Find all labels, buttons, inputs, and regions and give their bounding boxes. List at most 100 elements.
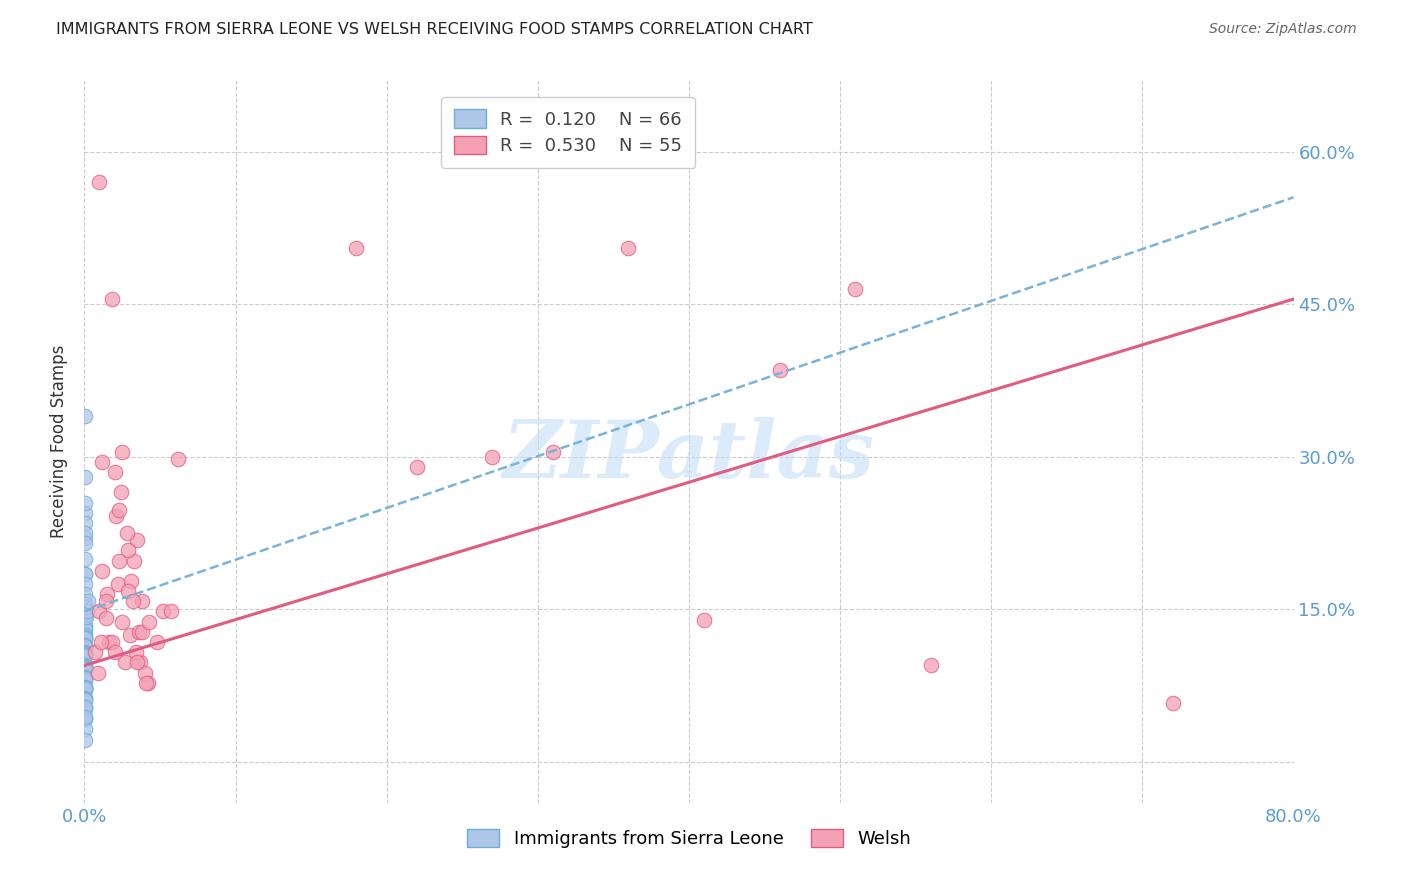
Point xyxy=(73,659,96,673)
Point xyxy=(73,577,96,591)
Point xyxy=(138,615,160,629)
Point xyxy=(73,617,96,632)
Point xyxy=(75,700,97,714)
Point xyxy=(125,645,148,659)
Point xyxy=(84,645,107,659)
Y-axis label: Receiving Food Stamps: Receiving Food Stamps xyxy=(51,345,69,538)
Point xyxy=(121,594,143,608)
Point xyxy=(73,506,96,520)
Point xyxy=(73,551,96,566)
Point xyxy=(91,455,114,469)
Point xyxy=(346,241,368,255)
Point xyxy=(76,600,98,615)
Point xyxy=(127,656,149,670)
Point xyxy=(100,292,122,306)
Point xyxy=(73,671,96,685)
Point xyxy=(73,681,96,695)
Point xyxy=(94,594,117,608)
Point xyxy=(75,671,97,685)
Point xyxy=(73,409,96,423)
Point xyxy=(73,648,96,663)
Point xyxy=(105,508,128,523)
Point xyxy=(73,645,96,659)
Point xyxy=(541,444,564,458)
Point xyxy=(73,640,96,654)
Point xyxy=(89,605,111,619)
Point xyxy=(73,638,96,652)
Point xyxy=(134,665,156,680)
Point xyxy=(128,624,150,639)
Point xyxy=(131,594,153,608)
Point xyxy=(87,665,110,680)
Point xyxy=(100,635,122,649)
Point xyxy=(617,241,640,255)
Point xyxy=(75,598,97,612)
Point xyxy=(152,605,174,619)
Point xyxy=(73,680,96,694)
Point xyxy=(73,663,96,677)
Point xyxy=(75,526,97,541)
Point xyxy=(136,675,159,690)
Point xyxy=(73,649,96,664)
Text: Source: ZipAtlas.com: Source: ZipAtlas.com xyxy=(1209,22,1357,37)
Point xyxy=(76,594,98,608)
Point xyxy=(73,646,96,660)
Point xyxy=(110,485,132,500)
Point xyxy=(73,672,96,686)
Point xyxy=(73,682,96,697)
Point xyxy=(73,631,96,645)
Point xyxy=(73,670,96,684)
Point xyxy=(108,553,131,567)
Point xyxy=(73,673,96,687)
Legend: Immigrants from Sierra Leone, Welsh: Immigrants from Sierra Leone, Welsh xyxy=(456,818,922,859)
Point xyxy=(481,450,503,464)
Point xyxy=(73,632,96,646)
Point xyxy=(120,574,142,588)
Point xyxy=(73,640,96,654)
Point xyxy=(96,587,118,601)
Point xyxy=(90,635,112,649)
Point xyxy=(104,645,127,659)
Point xyxy=(73,470,96,484)
Point xyxy=(73,609,96,624)
Point xyxy=(73,710,96,724)
Point xyxy=(73,607,96,622)
Point xyxy=(406,460,429,475)
Point xyxy=(73,600,96,615)
Point xyxy=(75,605,97,619)
Point xyxy=(127,533,149,548)
Point xyxy=(94,610,117,624)
Point xyxy=(117,584,139,599)
Point xyxy=(73,693,96,707)
Point xyxy=(111,444,134,458)
Point xyxy=(73,702,96,716)
Point xyxy=(73,566,96,581)
Point xyxy=(129,656,152,670)
Point xyxy=(122,553,145,567)
Point xyxy=(73,722,96,736)
Point xyxy=(73,732,96,747)
Point xyxy=(73,681,96,695)
Point xyxy=(73,692,96,706)
Point xyxy=(73,661,96,675)
Point xyxy=(131,624,153,639)
Point xyxy=(920,658,942,673)
Point xyxy=(73,536,96,550)
Point xyxy=(91,564,114,578)
Point xyxy=(75,609,97,624)
Text: ZIPatlas: ZIPatlas xyxy=(503,417,875,495)
Point xyxy=(75,639,97,653)
Point xyxy=(111,615,134,629)
Point xyxy=(73,566,96,581)
Point xyxy=(73,711,96,725)
Point xyxy=(844,282,866,296)
Point xyxy=(146,635,169,649)
Point xyxy=(114,656,136,670)
Point xyxy=(115,526,138,541)
Point xyxy=(75,690,97,705)
Point xyxy=(73,495,96,509)
Point xyxy=(73,647,96,661)
Point xyxy=(73,628,96,642)
Point xyxy=(73,660,96,674)
Point xyxy=(73,631,96,645)
